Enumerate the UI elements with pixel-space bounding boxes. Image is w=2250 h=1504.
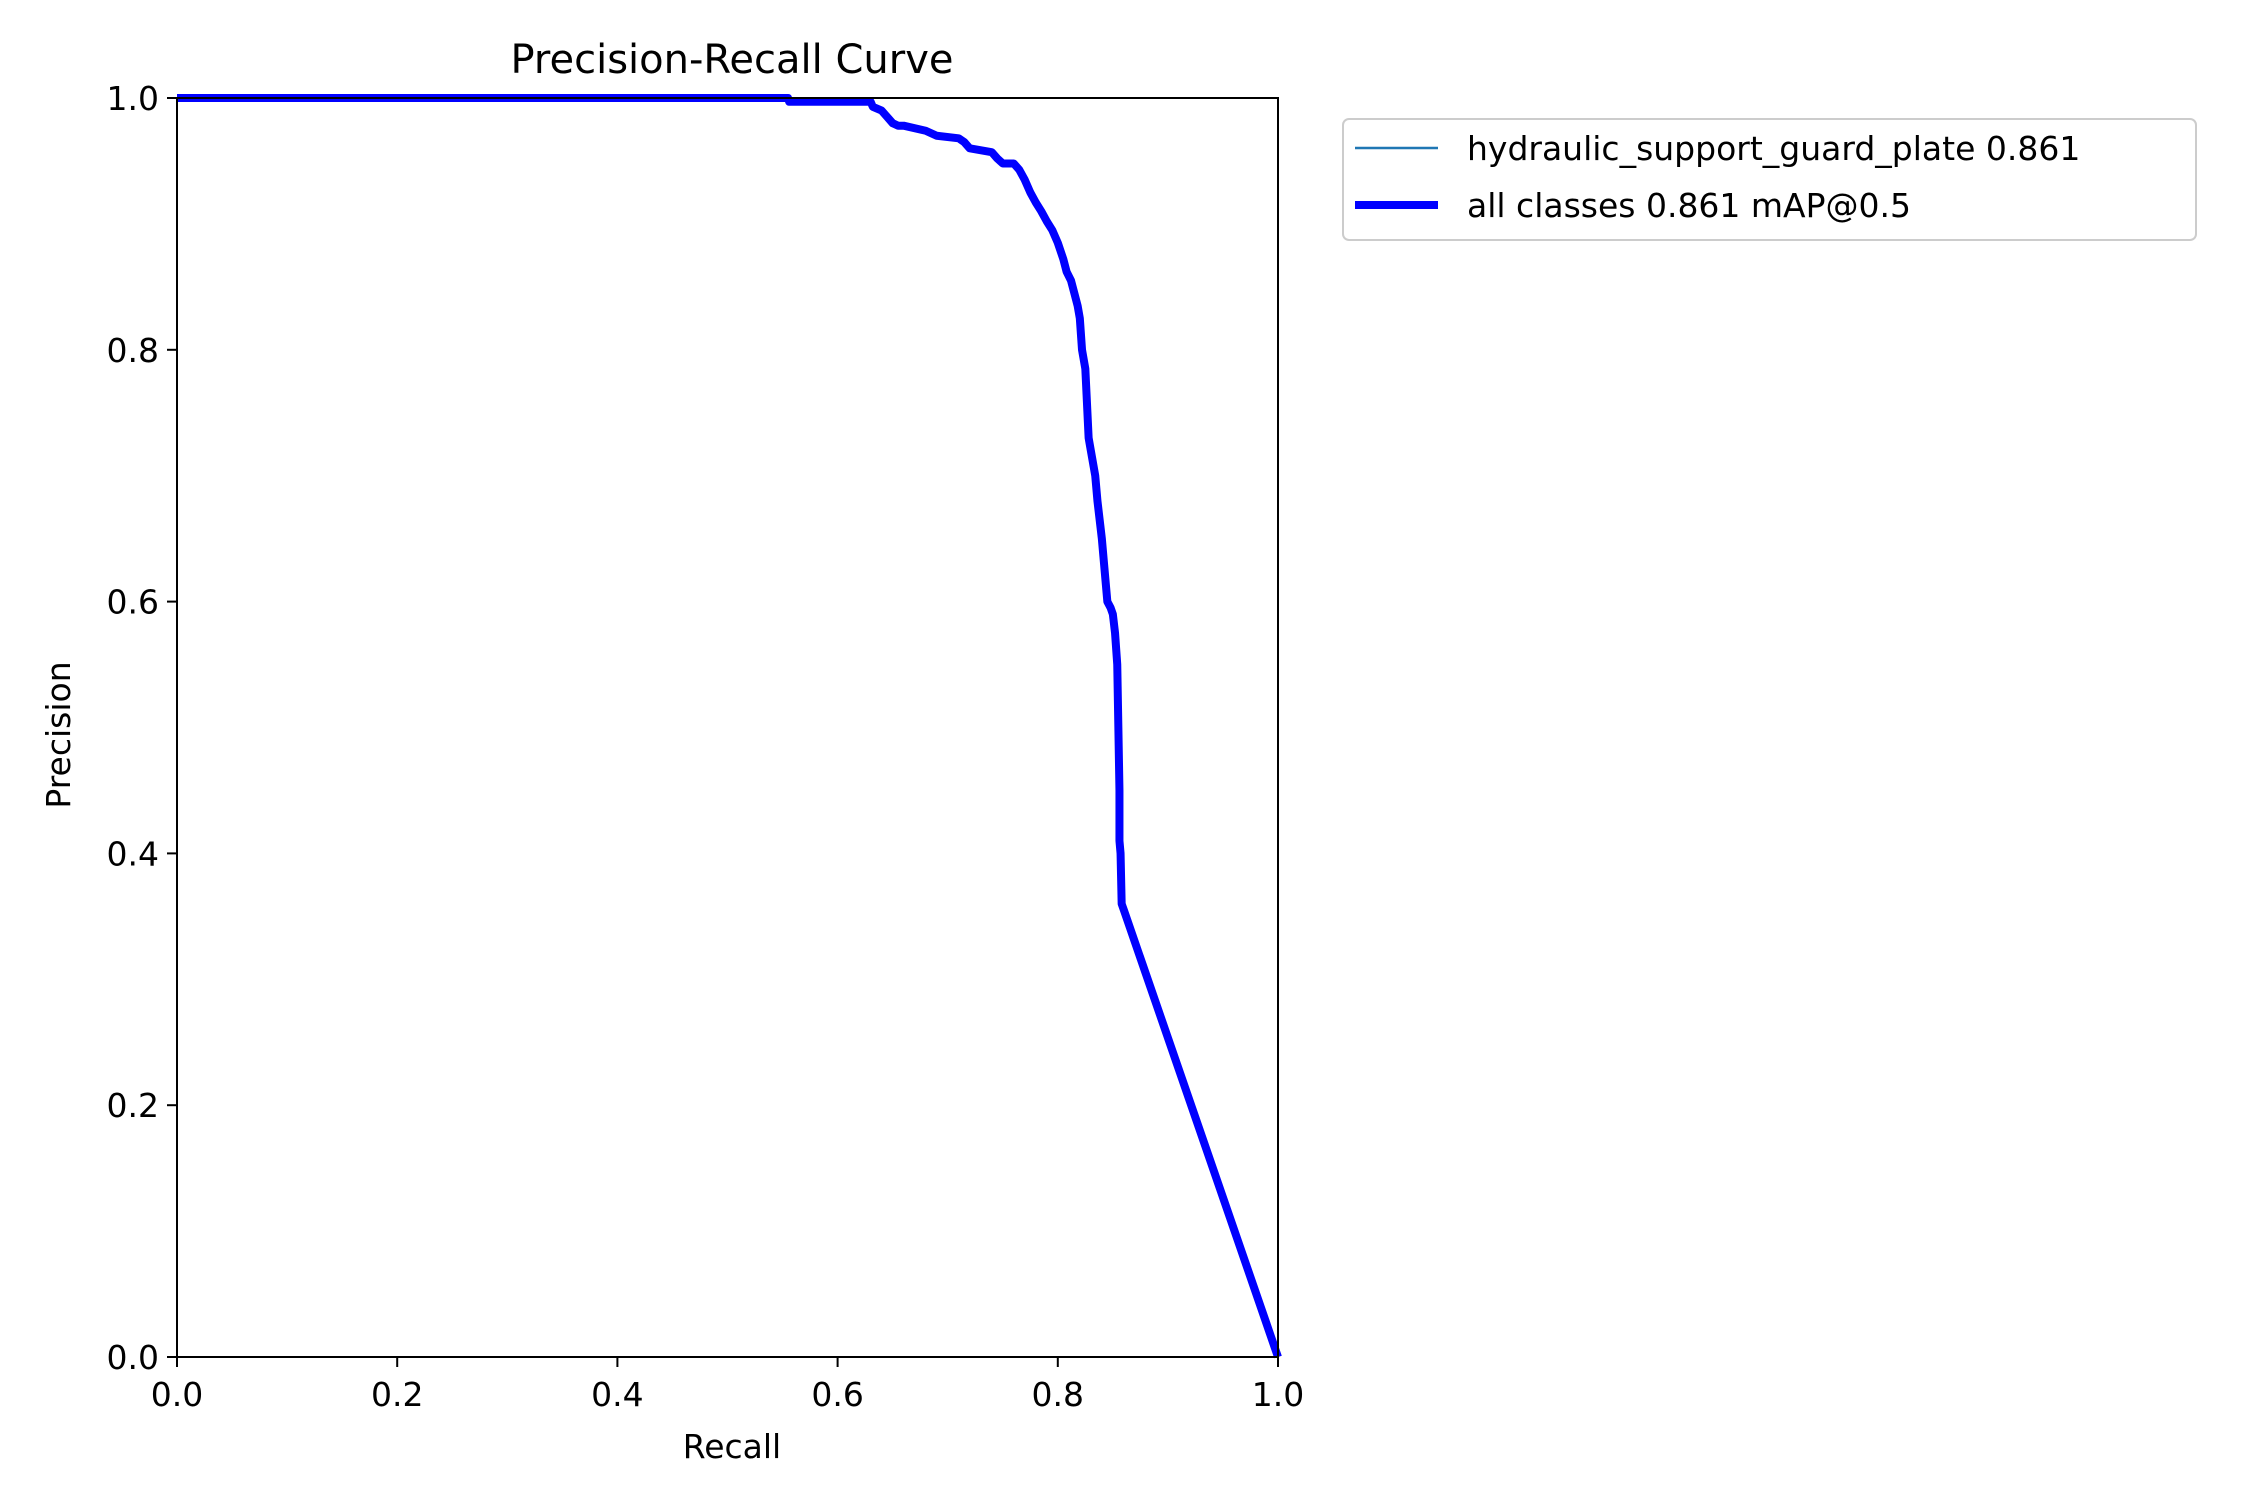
x-tick-label: 1.0 [1252,1375,1304,1414]
chart-title: Precision-Recall Curve [511,37,954,83]
y-tick-label: 1.0 [107,79,159,118]
series-line-class [177,96,1280,1358]
y-tick-label: 0.2 [107,1086,159,1125]
plot-area: 0.0 0.2 0.4 0.6 0.8 1.0 0.0 0.2 0.4 0.6 0.8 1.0 [107,79,1305,1414]
legend-box [1342,118,2197,241]
y-axis-label: Precision [39,661,78,808]
x-tick-label: 0.0 [151,1375,203,1414]
y-tick-label: 0.4 [107,834,159,873]
x-axis-label: Recall [683,1427,781,1466]
legend-label: all classes 0.861 mAP@0.5 [1467,186,1911,225]
y-tick-label: 0.8 [107,331,159,370]
legend-label: hydraulic_support_guard_plate 0.861 [1467,129,2080,168]
x-tick-label: 0.2 [371,1375,423,1414]
y-tick-label: 0.0 [107,1338,159,1377]
series-line-all-classes [177,94,1282,1359]
y-tick-label: 0.6 [107,583,159,622]
x-tick-label: 0.8 [1032,1375,1084,1414]
x-tick-label: 0.4 [591,1375,643,1414]
x-tick-label: 0.6 [811,1375,863,1414]
legend: hydraulic_support_guard_plate 0.861 all c… [1342,118,2197,241]
axes-frame [176,97,1279,1358]
